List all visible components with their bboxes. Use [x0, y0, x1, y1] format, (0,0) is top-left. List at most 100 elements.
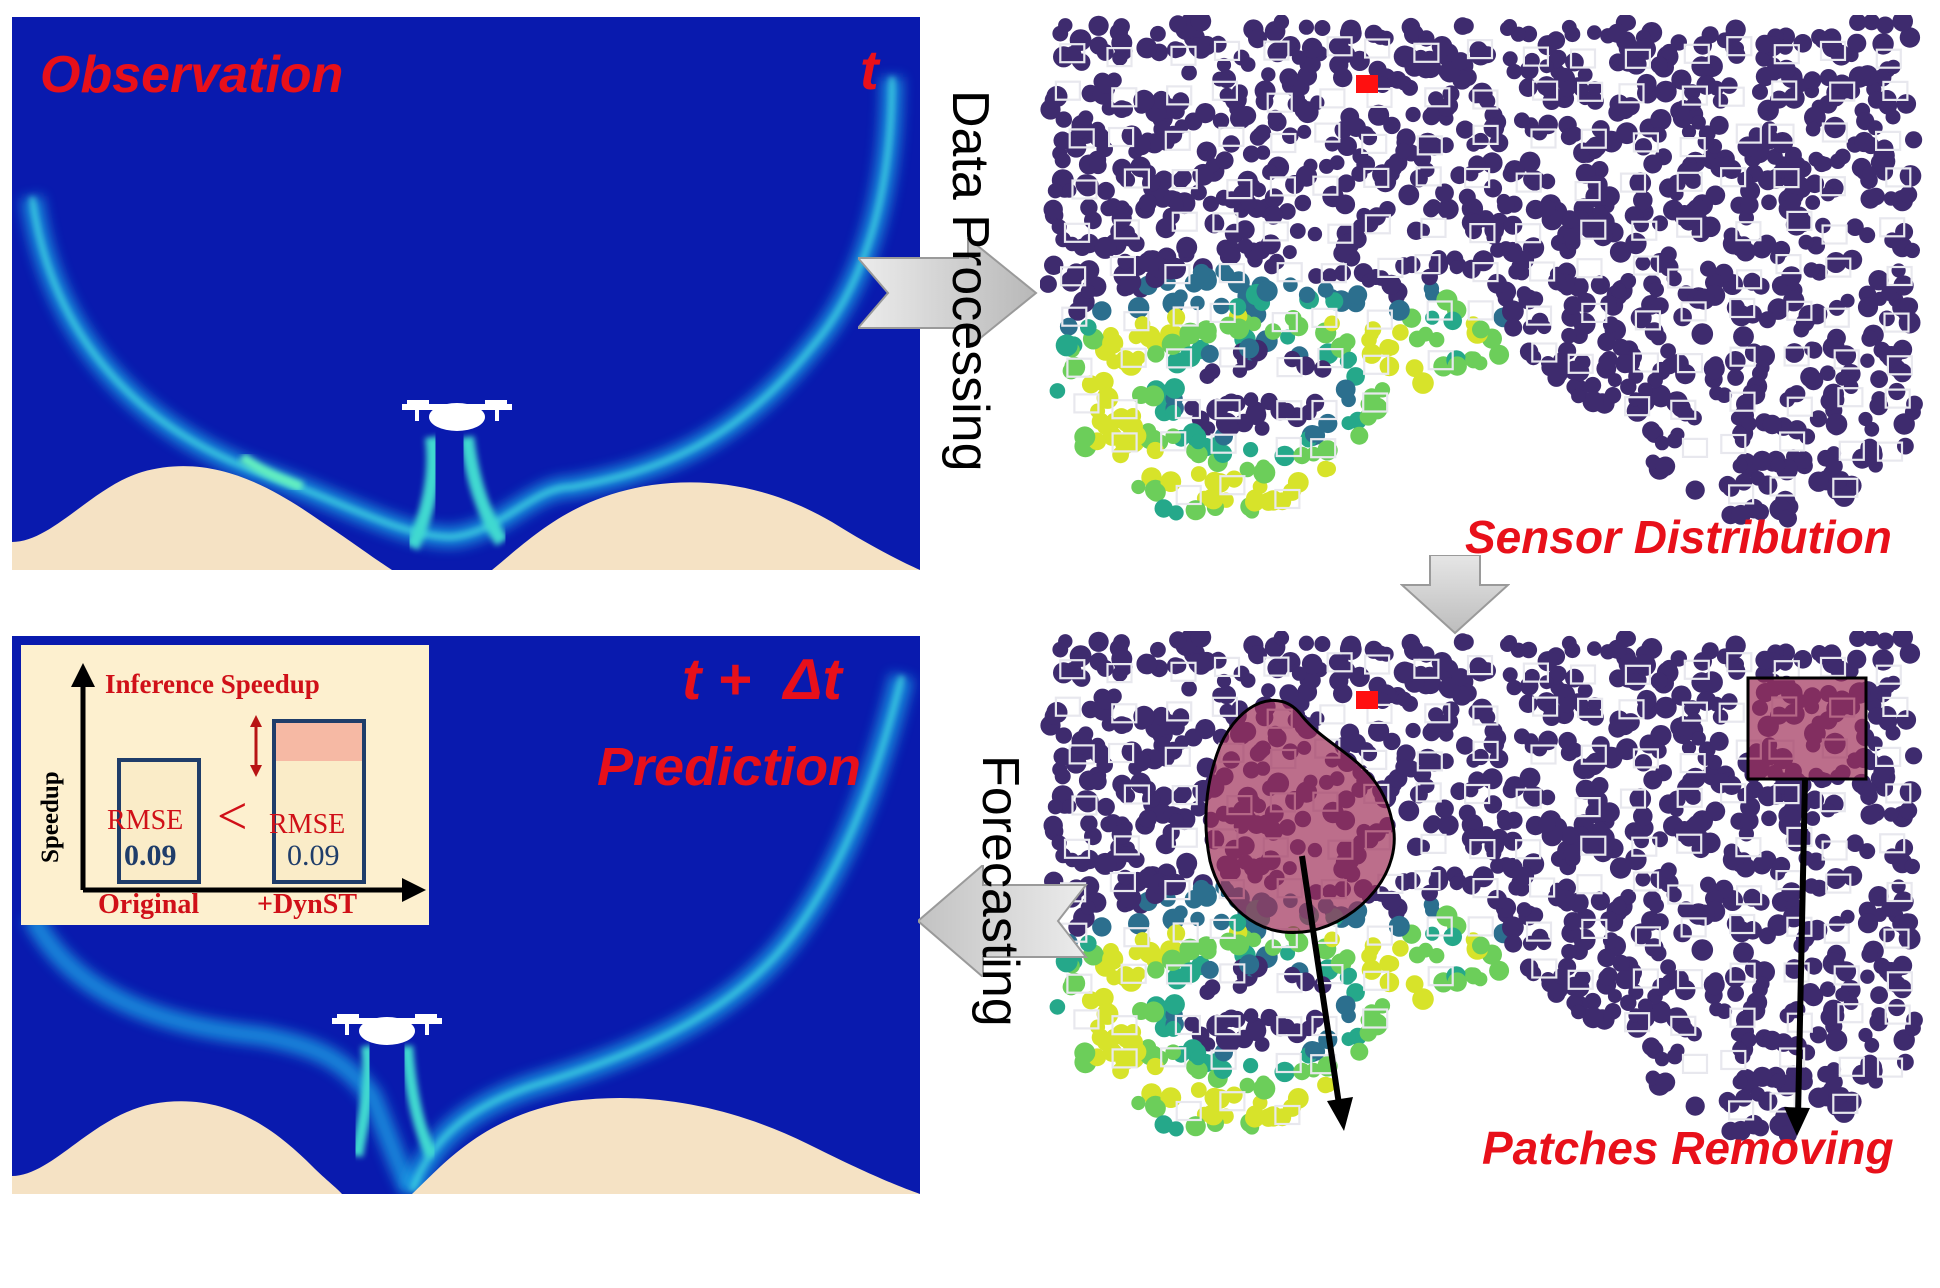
sensor-point — [1392, 940, 1409, 957]
patch-square — [1472, 878, 1499, 899]
sensor-point — [1817, 1065, 1834, 1083]
patch-square — [1681, 437, 1709, 458]
sensor-point — [1693, 904, 1715, 926]
sensor-point — [1161, 333, 1184, 355]
patch-square — [1729, 346, 1756, 367]
sensor-point — [1870, 370, 1888, 388]
sensor-point — [1100, 816, 1117, 833]
patch-square — [1670, 399, 1697, 420]
patch-square — [1066, 973, 1093, 994]
sensor-point — [1849, 631, 1867, 647]
sensor-point — [1334, 264, 1351, 282]
patch-square — [1111, 1015, 1138, 1036]
patch-square — [1416, 135, 1443, 156]
sensor-point — [1725, 635, 1746, 656]
sensor-point — [1228, 914, 1247, 932]
patch-square — [1366, 309, 1393, 330]
patch-square — [1576, 81, 1604, 102]
sensor-point — [1867, 707, 1886, 725]
sensor-point — [1204, 363, 1221, 380]
patch-square — [1576, 697, 1604, 718]
sensor-point — [1612, 338, 1630, 356]
patch-square — [1361, 133, 1388, 155]
sensor-point — [1089, 156, 1107, 175]
sensor-point — [1784, 146, 1802, 164]
patch-square — [1529, 877, 1556, 898]
patch-square — [1469, 839, 1496, 860]
sensor-point — [1246, 316, 1262, 332]
patch-square — [1632, 132, 1660, 153]
sensor-point — [1753, 345, 1775, 367]
sensor-point — [1881, 284, 1898, 301]
sensor-point — [1239, 1077, 1255, 1094]
patch-square — [1886, 265, 1913, 287]
sensor-point — [1671, 685, 1692, 706]
sensor-point — [1847, 649, 1867, 669]
sensor-point — [1190, 433, 1206, 450]
sensor-point — [1080, 198, 1098, 217]
sensor-point — [1054, 768, 1071, 785]
sensor-point — [1131, 966, 1146, 981]
sensor-point — [1500, 21, 1515, 36]
sensor-point — [1175, 169, 1192, 186]
sensor-point — [1437, 715, 1456, 733]
patch-square — [1120, 963, 1147, 984]
sensor-point — [1279, 402, 1295, 419]
sensor-point — [1215, 151, 1234, 170]
sensor-point — [1869, 396, 1889, 416]
sensor-point — [1239, 461, 1255, 478]
sensor-point — [1405, 975, 1424, 993]
sensor-point — [1044, 255, 1064, 275]
sensor-point — [1130, 772, 1151, 794]
sensor-point — [1174, 119, 1189, 134]
sensor-point — [1200, 327, 1217, 344]
patch-square — [1420, 833, 1447, 854]
patch-square — [1667, 268, 1694, 289]
patch-square — [1106, 662, 1133, 684]
sensor-point — [1587, 697, 1603, 712]
patch-square — [1832, 477, 1859, 498]
sensor-point — [1876, 16, 1894, 34]
sensor-point — [1209, 35, 1227, 53]
sensor-point — [1500, 637, 1515, 652]
sensor-point — [1373, 270, 1390, 286]
sensor-point — [1661, 43, 1678, 60]
sensor-point — [1132, 752, 1151, 772]
patch-square — [1266, 92, 1293, 113]
sensor-point — [1642, 421, 1661, 440]
sensor-point — [1223, 247, 1241, 265]
patch-square — [1726, 36, 1753, 57]
sensor-point — [1133, 89, 1155, 112]
patch-square — [1111, 1048, 1138, 1069]
sensor-point — [1899, 185, 1918, 204]
patch-square — [1211, 696, 1238, 717]
sensor-point — [1479, 709, 1496, 726]
patch-square — [1569, 48, 1597, 69]
sensor-point — [1301, 653, 1323, 675]
patch-square — [1327, 223, 1354, 244]
patch-square — [1363, 354, 1390, 375]
patch-square — [1123, 784, 1151, 805]
sensor-point — [1561, 327, 1577, 344]
patch-square — [1218, 126, 1245, 147]
patch-square — [1413, 658, 1440, 679]
sensor-point — [1428, 871, 1449, 891]
patch-square — [1274, 488, 1301, 510]
sensor-point — [1709, 385, 1724, 401]
sensor-point — [1892, 15, 1913, 32]
patch-square — [1226, 179, 1253, 200]
patch-square — [1107, 742, 1135, 764]
sensor-point — [1136, 37, 1158, 59]
patch-square — [1720, 1049, 1747, 1071]
patch-square — [1683, 659, 1710, 680]
sensor-point — [1861, 330, 1878, 347]
patch-square — [1320, 263, 1347, 284]
sensor-point — [1185, 500, 1206, 521]
sensor-point — [1396, 75, 1412, 91]
sensor-point — [1055, 727, 1072, 744]
sensor-point — [1200, 344, 1219, 363]
sensor-point — [1655, 456, 1676, 477]
patch-square — [1165, 348, 1193, 369]
sensor-point — [1650, 56, 1668, 74]
sensor-point — [1379, 356, 1400, 377]
